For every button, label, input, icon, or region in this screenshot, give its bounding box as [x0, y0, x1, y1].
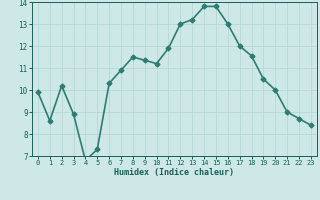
X-axis label: Humidex (Indice chaleur): Humidex (Indice chaleur): [115, 168, 234, 177]
